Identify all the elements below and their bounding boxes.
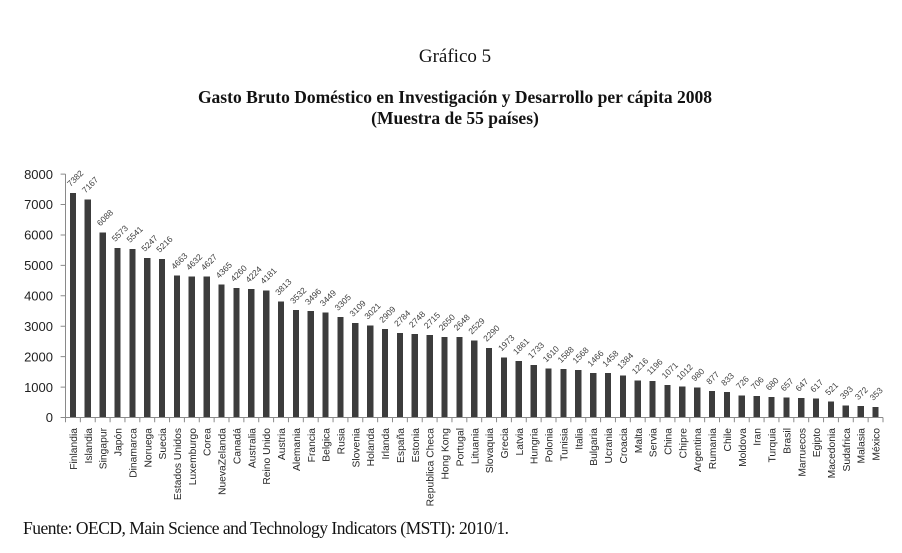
svg-text:3000: 3000	[24, 319, 53, 334]
svg-text:Holanda: Holanda	[366, 428, 377, 467]
svg-text:Brasil: Brasil	[782, 428, 793, 454]
svg-text:6088: 6088	[95, 207, 116, 228]
svg-text:353: 353	[868, 385, 885, 402]
svg-text:Republica Checa: Republica Checa	[426, 428, 437, 507]
svg-text:5000: 5000	[24, 258, 53, 273]
svg-text:833: 833	[719, 370, 736, 387]
svg-text:6000: 6000	[24, 228, 53, 243]
svg-text:726: 726	[734, 374, 751, 391]
svg-text:Estonia: Estonia	[411, 428, 422, 463]
svg-text:Slovenia: Slovenia	[351, 428, 362, 468]
svg-text:Italia: Italia	[574, 428, 585, 450]
svg-text:Canadá: Canadá	[232, 428, 243, 464]
svg-text:2000: 2000	[24, 349, 53, 364]
svg-text:877: 877	[704, 369, 721, 386]
svg-text:Luxemburgo: Luxemburgo	[188, 428, 199, 486]
svg-text:2290: 2290	[481, 323, 502, 344]
svg-text:Austria: Austria	[277, 428, 288, 460]
svg-text:5216: 5216	[154, 234, 175, 255]
svg-text:706: 706	[749, 374, 766, 391]
svg-text:393: 393	[838, 384, 855, 401]
svg-text:Belgica: Belgica	[322, 428, 333, 462]
svg-text:Lituania: Lituania	[470, 428, 481, 464]
svg-text:Servia: Servia	[649, 428, 660, 457]
svg-text:Grecia: Grecia	[500, 428, 511, 459]
svg-text:Corea: Corea	[203, 428, 214, 456]
svg-text:4000: 4000	[24, 289, 53, 304]
svg-text:Tunisia: Tunisia	[559, 428, 570, 461]
svg-text:Argentina: Argentina	[693, 428, 704, 472]
svg-text:Noruega: Noruega	[143, 428, 154, 468]
svg-text:NuevaZelanda: NuevaZelanda	[218, 428, 229, 495]
svg-text:Malta: Malta	[634, 428, 645, 453]
svg-text:Chile: Chile	[723, 428, 734, 452]
svg-text:Hungria: Hungria	[530, 428, 541, 464]
svg-text:Australia: Australia	[247, 428, 258, 468]
svg-text:0: 0	[46, 410, 53, 425]
svg-text:Sudafrica: Sudafrica	[842, 428, 853, 472]
svg-text:Finlandia: Finlandia	[69, 428, 80, 470]
svg-text:Suecia: Suecia	[158, 428, 169, 460]
svg-text:Alemania: Alemania	[292, 428, 303, 471]
svg-text:372: 372	[853, 385, 870, 402]
svg-text:Malasia: Malasia	[857, 428, 868, 464]
svg-text:Singapur: Singapur	[99, 427, 110, 469]
svg-text:Rusia: Rusia	[336, 428, 347, 455]
svg-text:Marruecos: Marruecos	[797, 428, 808, 477]
svg-text:Francia: Francia	[307, 428, 318, 463]
svg-text:Reino Unido: Reino Unido	[262, 428, 273, 485]
svg-text:México: México	[872, 428, 883, 461]
svg-text:5541: 5541	[124, 224, 145, 245]
svg-text:Dinamarca: Dinamarca	[128, 428, 139, 478]
svg-text:Ucrania: Ucrania	[604, 428, 615, 464]
svg-text:Latvia: Latvia	[515, 428, 526, 456]
svg-text:617: 617	[808, 377, 825, 394]
svg-text:4181: 4181	[258, 265, 279, 286]
svg-text:Macedonia: Macedonia	[827, 428, 838, 479]
svg-text:Slovaquia: Slovaquia	[485, 428, 496, 473]
svg-text:Polonia: Polonia	[545, 428, 556, 463]
svg-text:657: 657	[778, 376, 795, 393]
svg-text:647: 647	[793, 376, 810, 393]
svg-text:Chipre: Chipre	[678, 428, 689, 459]
svg-text:Rumania: Rumania	[708, 428, 719, 469]
svg-text:Turquia: Turquia	[768, 428, 779, 463]
svg-text:Japón: Japón	[114, 428, 125, 456]
svg-text:Croacia: Croacia	[619, 428, 630, 464]
svg-text:3813: 3813	[273, 276, 294, 297]
svg-text:7000: 7000	[24, 197, 53, 212]
svg-text:España: España	[396, 428, 407, 463]
svg-text:680: 680	[764, 375, 781, 392]
svg-text:Islandia: Islandia	[84, 428, 95, 464]
svg-text:Egipto: Egipto	[812, 428, 823, 457]
svg-text:Iran: Iran	[753, 428, 764, 446]
svg-text:8000: 8000	[24, 167, 53, 182]
svg-text:Moldova: Moldova	[738, 428, 749, 467]
svg-text:Bulgaria: Bulgaria	[589, 428, 600, 466]
svg-text:1000: 1000	[24, 380, 53, 395]
svg-text:Estados Unidos: Estados Unidos	[173, 428, 184, 500]
svg-text:China: China	[663, 428, 674, 455]
svg-text:Hong Kong: Hong Kong	[441, 428, 452, 480]
svg-text:Irlanda: Irlanda	[381, 428, 392, 460]
svg-text:Portugal: Portugal	[455, 428, 466, 466]
